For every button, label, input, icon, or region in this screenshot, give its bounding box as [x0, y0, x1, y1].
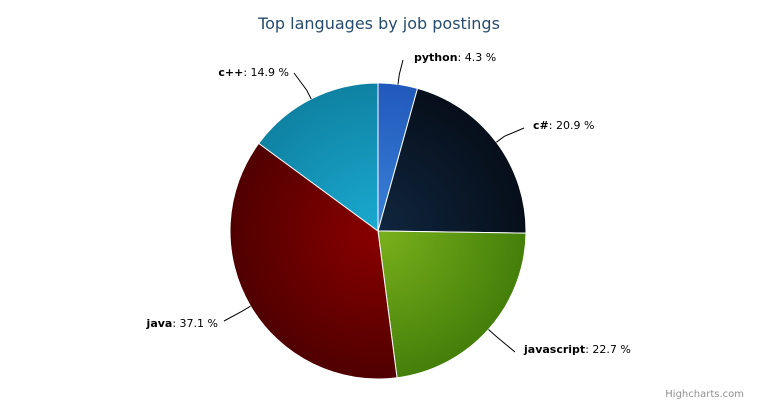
data-label-value: : 37.1 %	[172, 317, 218, 330]
data-label-category: c#	[533, 119, 549, 132]
data-label-value: : 4.3 %	[458, 51, 497, 64]
pie-slices	[229, 82, 527, 380]
pie-slice-java[interactable]	[229, 142, 398, 380]
data-label: java: 37.1 %	[146, 317, 218, 330]
data-label-value: : 20.9 %	[549, 119, 595, 132]
data-label: python: 4.3 %	[414, 51, 496, 64]
pie-data-labels: python: 4.3 % c#: 20.9 % javascript: 22.7 …	[146, 51, 631, 356]
credits-link[interactable]: Highcharts.com	[665, 389, 744, 400]
label-connector	[293, 72, 312, 100]
data-label-category: java	[146, 317, 173, 330]
data-label-category: c++	[218, 66, 243, 79]
data-label: javascript: 22.7 %	[523, 343, 631, 356]
data-label-category: python	[414, 51, 458, 64]
label-connector	[488, 329, 516, 353]
label-connector	[397, 59, 404, 85]
data-label-value: : 14.9 %	[243, 66, 289, 79]
data-label: c++: 14.9 %	[218, 66, 289, 79]
pie-slice-javascript[interactable]	[377, 230, 527, 379]
data-label: c#: 20.9 %	[533, 119, 594, 132]
data-label-category: javascript	[523, 343, 585, 356]
data-label-value: : 22.7 %	[585, 343, 631, 356]
chart-title: Top languages by job postings	[257, 14, 500, 33]
label-connector	[223, 305, 251, 322]
label-connector	[496, 127, 525, 143]
